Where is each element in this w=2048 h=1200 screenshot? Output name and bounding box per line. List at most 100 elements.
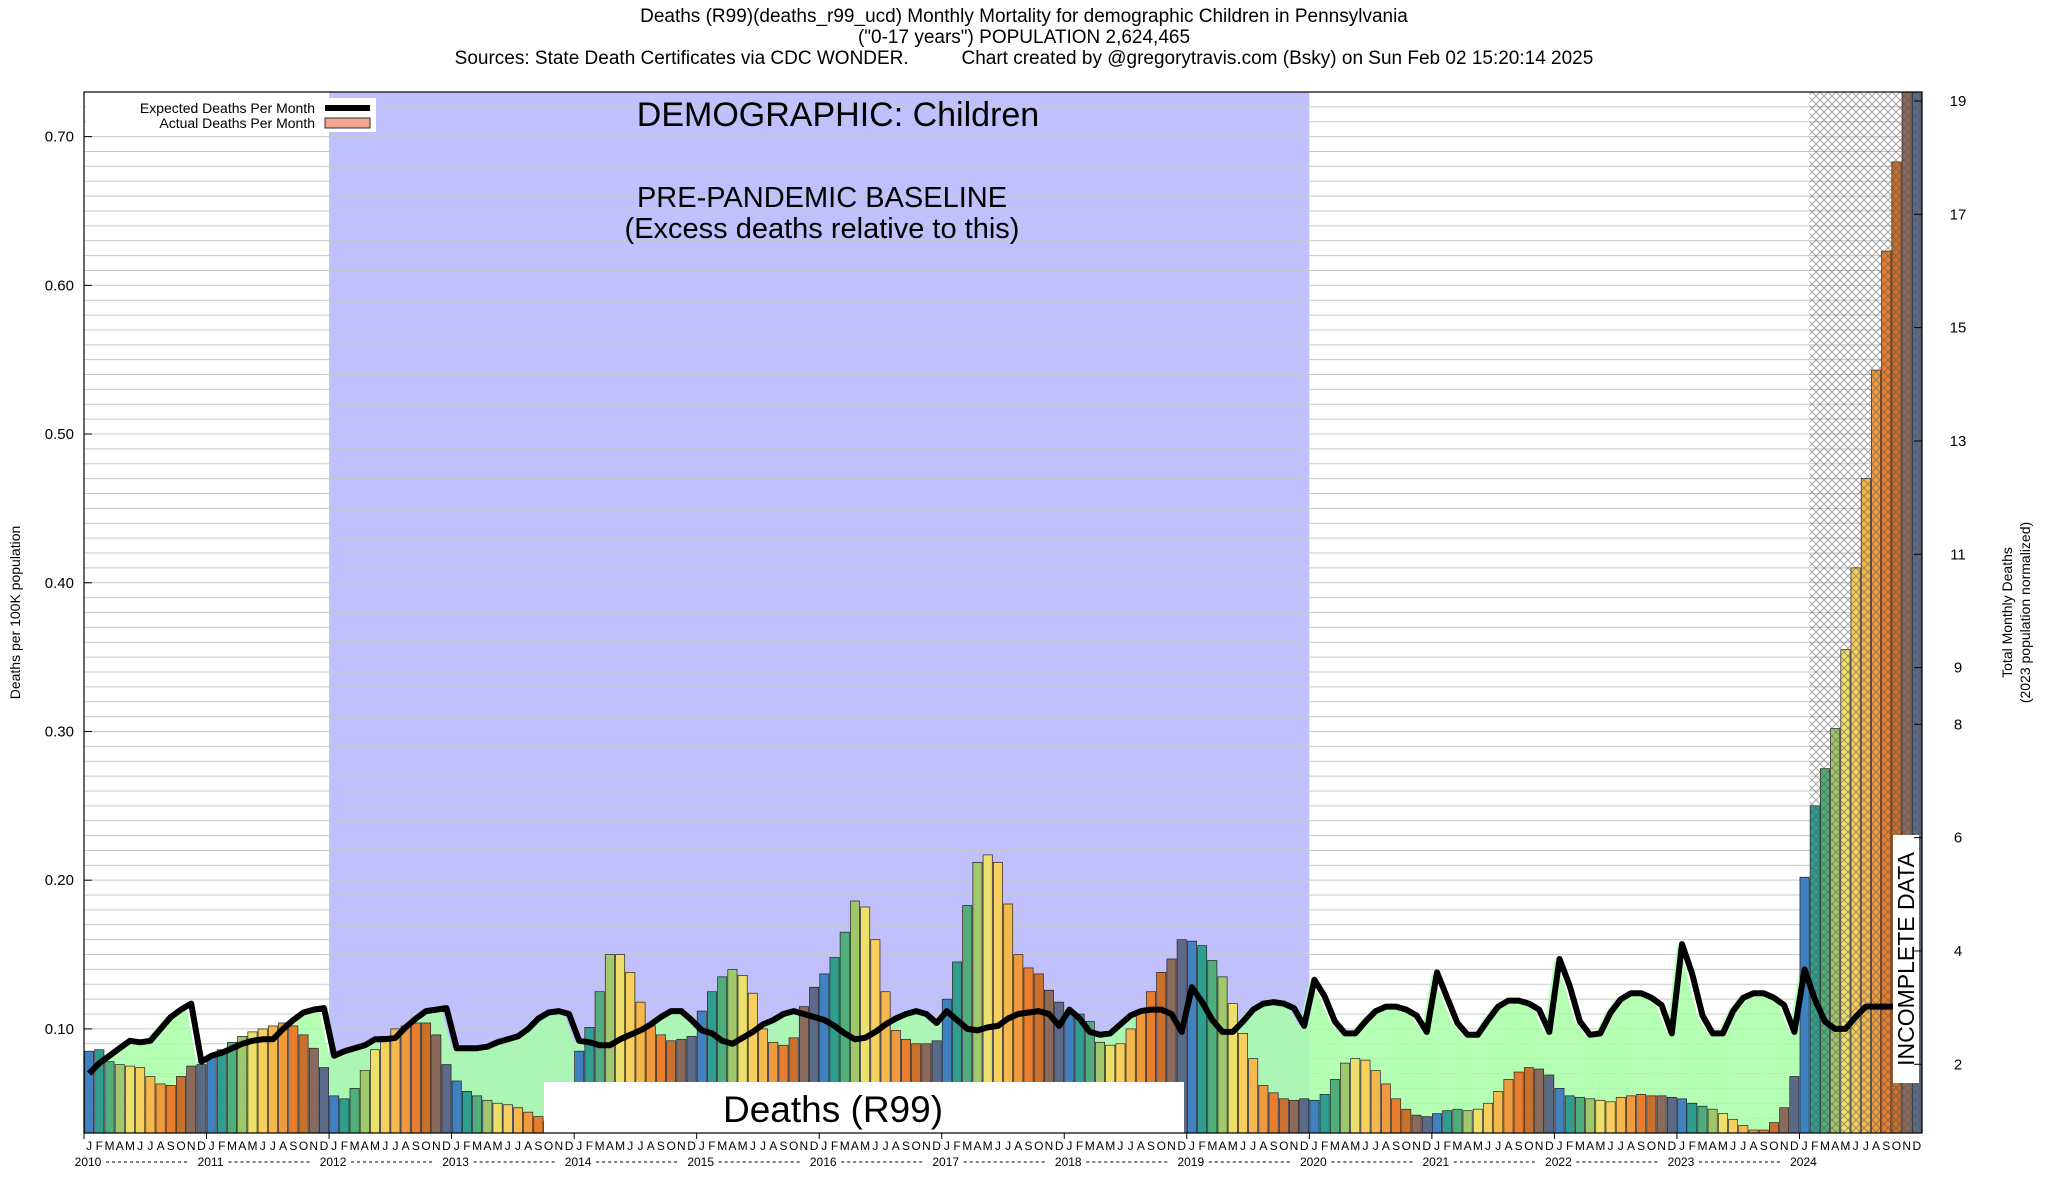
- x-month-label: A: [1464, 1139, 1472, 1153]
- x-month-label: N: [554, 1139, 563, 1153]
- x-month-label: M: [1575, 1139, 1585, 1153]
- actual-bar: [1248, 1058, 1259, 1134]
- x-month-label: D: [1545, 1139, 1554, 1153]
- x-year-label: 2016: [810, 1155, 837, 1169]
- excess-fill: [1646, 997, 1657, 1096]
- actual-bar: [1564, 1095, 1575, 1134]
- actual-bar: [329, 1095, 340, 1134]
- y-tick-label: 0.70: [45, 129, 74, 146]
- excess-fill: [1564, 985, 1575, 1096]
- x-month-label: J: [147, 1139, 153, 1153]
- actual-bar: [196, 1064, 207, 1134]
- x-month-label: F: [218, 1139, 225, 1153]
- actual-bar: [1401, 1108, 1412, 1134]
- y2-tick-label: 11: [1950, 546, 1966, 563]
- x-month-label: O: [544, 1139, 553, 1153]
- x-month-label: J: [1618, 1139, 1624, 1153]
- actual-bar: [1411, 1114, 1422, 1134]
- excess-fill: [666, 1011, 677, 1041]
- x-month-label: A: [483, 1139, 491, 1153]
- incomplete-data-label: INCOMPLETE DATA: [1893, 851, 1919, 1065]
- excess-fill: [472, 1046, 483, 1096]
- x-month-label: M: [840, 1139, 850, 1153]
- x-month-label: J: [750, 1139, 756, 1153]
- actual-bar: [237, 1035, 248, 1134]
- x-month-label: A: [361, 1139, 369, 1153]
- x-month-label: O: [176, 1139, 185, 1153]
- x-month-label: D: [320, 1139, 329, 1153]
- excess-fill: [492, 1039, 503, 1104]
- x-month-label: J: [1434, 1139, 1440, 1153]
- actual-bar: [135, 1067, 146, 1134]
- x-month-label: J: [270, 1139, 276, 1153]
- x-month-label: F: [586, 1139, 593, 1153]
- x-month-label: O: [1279, 1139, 1288, 1153]
- excess-fill: [1687, 973, 1698, 1104]
- actual-bar: [1217, 976, 1228, 1134]
- x-month-label: J: [638, 1139, 644, 1153]
- excess-fill: [1585, 1033, 1596, 1099]
- x-month-label: N: [800, 1139, 809, 1153]
- actual-bar: [1585, 1098, 1596, 1134]
- y-tick-label: 0.40: [45, 575, 74, 592]
- excess-fill: [523, 1018, 534, 1113]
- x-month-label: A: [279, 1139, 287, 1153]
- excess-fill: [1727, 997, 1739, 1120]
- x-month-label: D: [1300, 1139, 1309, 1153]
- actual-bar: [1462, 1110, 1473, 1134]
- x-month-label: A: [1014, 1139, 1022, 1153]
- excess-fill: [921, 1014, 932, 1044]
- y-tick-label: 0.30: [45, 723, 74, 740]
- x-month-label: A: [1341, 1139, 1349, 1153]
- x-month-label: J: [1066, 1139, 1072, 1153]
- actual-bar: [370, 1049, 380, 1134]
- x-month-label: M: [493, 1139, 503, 1153]
- y2-tick-label: 13: [1950, 433, 1967, 450]
- actual-bar: [288, 1025, 299, 1134]
- x-month-label: J: [1495, 1139, 1501, 1153]
- x-month-label: D: [1790, 1139, 1799, 1153]
- excess-fill: [135, 1040, 146, 1068]
- x-month-label: J: [1740, 1139, 1746, 1153]
- actual-bar: [1442, 1110, 1453, 1134]
- excess-fill: [1768, 997, 1780, 1123]
- actual-bar: [1350, 1058, 1361, 1134]
- y-tick-label: 0.20: [45, 872, 74, 889]
- x-month-label: A: [1382, 1139, 1390, 1153]
- x-month-label: J: [1863, 1139, 1869, 1153]
- actual-bar: [216, 1049, 227, 1134]
- actual-bar: [1768, 1122, 1779, 1134]
- x-month-label: O: [1769, 1139, 1778, 1153]
- expected-deaths-line: [86, 941, 1917, 1076]
- legend-expected-label: Expected Deaths Per Month: [140, 100, 315, 116]
- actual-bar: [278, 1022, 289, 1134]
- x-month-label: J: [331, 1139, 337, 1153]
- actual-bar: [1779, 1107, 1790, 1134]
- x-month-label: A: [1627, 1139, 1635, 1153]
- actual-bar: [1309, 1099, 1320, 1134]
- excess-fill: [1523, 1003, 1534, 1068]
- x-month-label: A: [1750, 1139, 1758, 1153]
- x-month-label: F: [1198, 1139, 1205, 1153]
- actual-bar: [1421, 1116, 1432, 1134]
- x-month-label: M: [983, 1139, 993, 1153]
- actual-bar: [492, 1102, 503, 1134]
- x-month-label: J: [137, 1139, 143, 1153]
- actual-bar: [1483, 1102, 1493, 1134]
- excess-fill: [1533, 1009, 1545, 1070]
- x-month-label: M: [1085, 1139, 1095, 1153]
- x-month-label: S: [1637, 1139, 1645, 1153]
- x-month-label: J: [699, 1139, 705, 1153]
- x-month-label: S: [534, 1139, 542, 1153]
- excess-fill: [124, 1040, 136, 1067]
- baseline-label-line2: (Excess deaths relative to this): [625, 213, 1020, 245]
- excess-fill: [1472, 1019, 1483, 1110]
- x-month-label: M: [1840, 1139, 1850, 1153]
- x-month-label: S: [1270, 1139, 1278, 1153]
- x-month-label: S: [779, 1139, 787, 1153]
- actual-bar: [390, 1028, 401, 1134]
- x-month-label: M: [105, 1139, 115, 1153]
- actual-bar: [1728, 1119, 1739, 1134]
- x-month-label: O: [789, 1139, 798, 1153]
